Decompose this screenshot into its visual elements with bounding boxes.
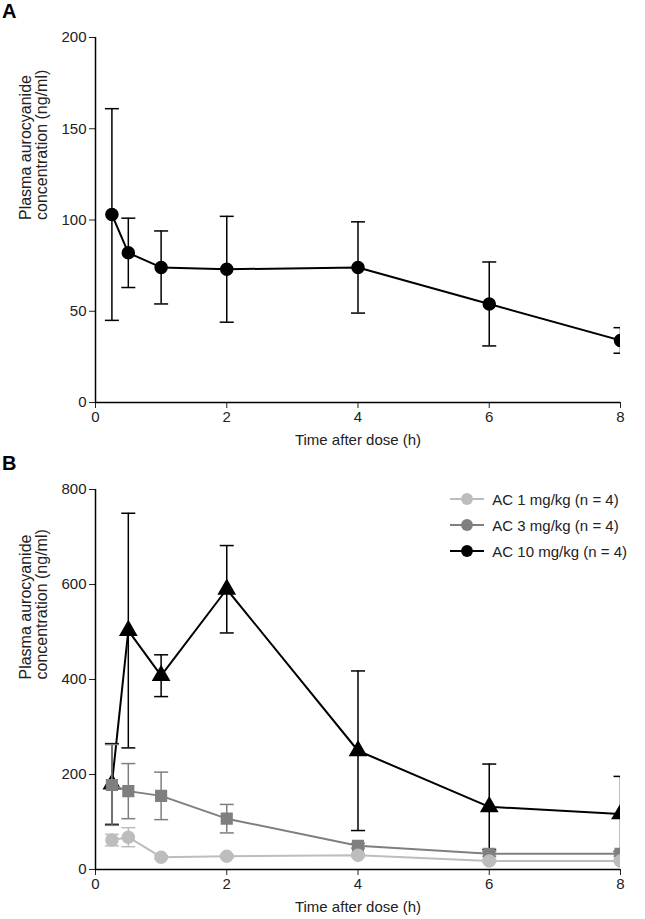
svg-text:2: 2 <box>223 408 231 425</box>
svg-text:600: 600 <box>61 575 86 592</box>
svg-text:50: 50 <box>70 302 87 319</box>
svg-text:0: 0 <box>78 393 86 410</box>
svg-text:4: 4 <box>354 408 362 425</box>
svg-text:8: 8 <box>616 875 624 892</box>
svg-text:8: 8 <box>616 408 624 425</box>
html-text:A: A <box>2 0 17 22</box>
svg-text:2: 2 <box>223 875 231 892</box>
svg-text:Time after dose (h): Time after dose (h) <box>295 898 421 915</box>
svg-text:6: 6 <box>485 408 493 425</box>
svg-text:100: 100 <box>61 211 86 228</box>
html-text:B: B <box>2 452 17 474</box>
svg-text:200: 200 <box>61 765 86 782</box>
svg-text:0: 0 <box>91 875 99 892</box>
svg-text:Plasma aurocyanideconcentratio: Plasma aurocyanideconcentration (ng/ml) <box>17 529 50 679</box>
svg-text:0: 0 <box>78 860 86 877</box>
html-text:AC 1 mg/kg (n = 4): AC 1 mg/kg (n = 4) <box>492 490 619 508</box>
svg-text:400: 400 <box>61 670 86 687</box>
svg-text:6: 6 <box>485 875 493 892</box>
svg-text:800: 800 <box>61 480 86 497</box>
svg-text:Time after dose (h): Time after dose (h) <box>295 431 421 448</box>
html-text:AC 3 mg/kg (n = 4): AC 3 mg/kg (n = 4) <box>492 516 619 534</box>
svg-text:150: 150 <box>61 120 86 137</box>
html-text:AC 10 mg/kg (n = 4): AC 10 mg/kg (n = 4) <box>492 542 627 560</box>
svg-text:0: 0 <box>91 408 99 425</box>
svg-text:4: 4 <box>354 875 362 892</box>
svg-text:200: 200 <box>61 28 86 45</box>
svg-text:Plasma aurocyanideconcentratio: Plasma aurocyanideconcentration (ng/ml) <box>17 70 50 220</box>
